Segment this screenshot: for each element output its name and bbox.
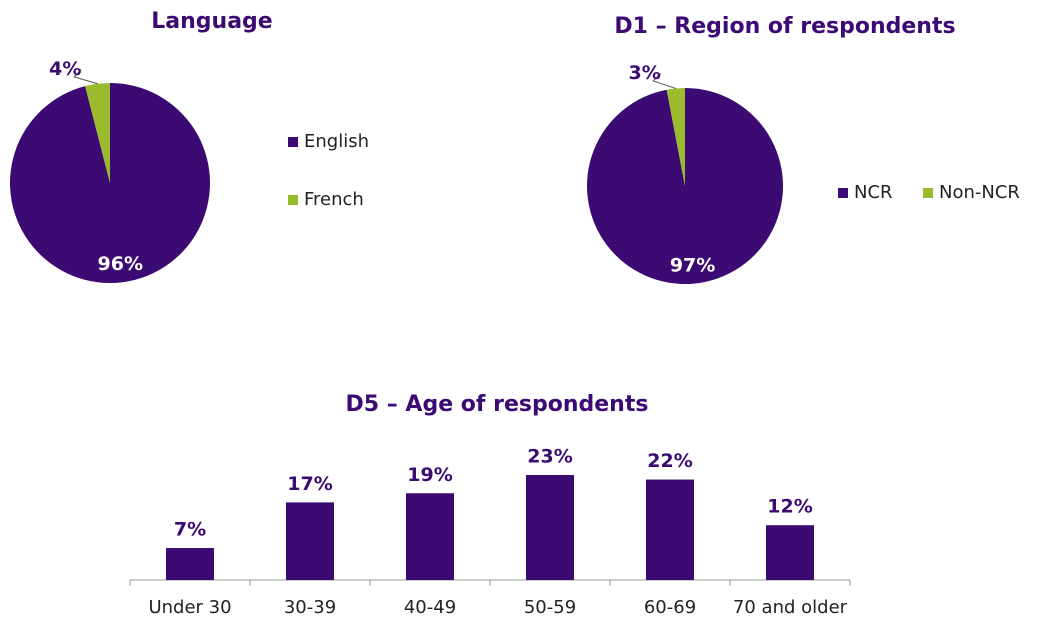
data-label: 97% bbox=[670, 255, 715, 277]
bar bbox=[406, 493, 454, 580]
data-label: 3% bbox=[629, 62, 661, 84]
data-label: 12% bbox=[767, 496, 812, 518]
data-label: 19% bbox=[407, 464, 452, 486]
x-tick-label: 70 and older bbox=[733, 597, 848, 618]
data-label: 23% bbox=[527, 446, 572, 468]
legend-swatch bbox=[838, 188, 848, 198]
data-label: 7% bbox=[174, 519, 206, 541]
legend-label: English bbox=[304, 131, 369, 152]
bar bbox=[286, 502, 334, 580]
chart-title: D5 – Age of respondents bbox=[346, 392, 649, 417]
x-tick-label: Under 30 bbox=[148, 597, 231, 618]
legend-swatch bbox=[288, 195, 298, 205]
bar bbox=[526, 475, 574, 580]
leader-line bbox=[73, 69, 98, 85]
data-label: 17% bbox=[287, 473, 332, 495]
legend-label: Non-NCR bbox=[939, 182, 1020, 203]
legend-swatch bbox=[923, 188, 933, 198]
data-label: 96% bbox=[98, 253, 143, 275]
pie-slice bbox=[666, 88, 685, 186]
chart-title: Language bbox=[151, 9, 272, 34]
bar bbox=[766, 525, 814, 580]
chart-title: D1 – Region of respondents bbox=[614, 14, 955, 39]
data-label: 22% bbox=[647, 450, 692, 472]
x-tick-label: 50-59 bbox=[524, 597, 576, 618]
bar bbox=[646, 479, 694, 580]
leader-line bbox=[652, 73, 676, 89]
legend-label: French bbox=[304, 189, 364, 210]
x-tick-label: 40-49 bbox=[404, 597, 456, 618]
x-tick-label: 30-39 bbox=[284, 597, 336, 618]
legend-label: NCR bbox=[854, 182, 893, 203]
x-tick-label: 60-69 bbox=[644, 597, 696, 618]
pie-slice bbox=[9, 83, 210, 283]
data-label: 4% bbox=[49, 58, 81, 80]
legend-swatch bbox=[288, 137, 298, 147]
bar bbox=[166, 548, 214, 580]
pie-slice bbox=[85, 83, 110, 183]
